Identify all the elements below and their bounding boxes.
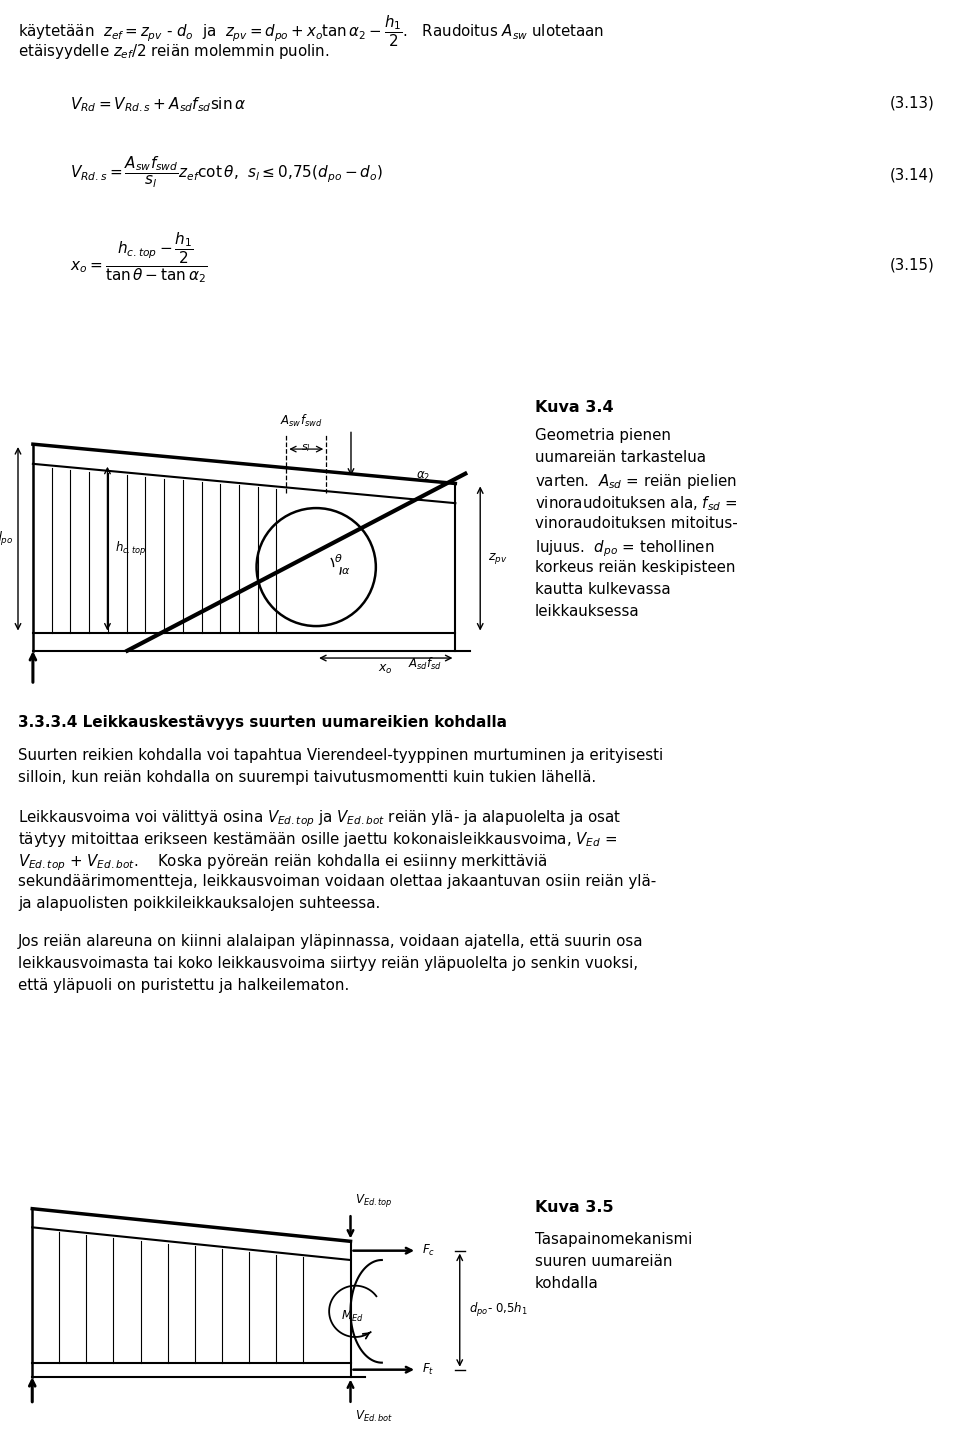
Text: $s_l$: $s_l$ — [301, 442, 311, 454]
Text: Tasapainomekanismi: Tasapainomekanismi — [535, 1232, 692, 1246]
Text: $V_{Ed.top}$: $V_{Ed.top}$ — [355, 1192, 393, 1209]
Text: vinoraudoituksen mitoitus-: vinoraudoituksen mitoitus- — [535, 516, 737, 531]
Text: että yläpuoli on puristettu ja halkeilematon.: että yläpuoli on puristettu ja halkeilem… — [18, 977, 349, 993]
Text: $A_{sw}f_{swd}$: $A_{sw}f_{swd}$ — [280, 414, 323, 429]
Text: leikkausvoimasta tai koko leikkausvoima siirtyy reiän yläpuolelta jo senkin vuok: leikkausvoimasta tai koko leikkausvoima … — [18, 956, 638, 972]
Text: varten.  $A_{sd}$ = reiän pielien: varten. $A_{sd}$ = reiän pielien — [535, 471, 737, 492]
Text: $z_{pv}$: $z_{pv}$ — [488, 551, 507, 565]
Text: 3.3.3.4 Leikkauskestävyys suurten uumareikien kohdalla: 3.3.3.4 Leikkauskestävyys suurten uumare… — [18, 714, 507, 730]
Text: suuren uumareiän: suuren uumareiän — [535, 1254, 673, 1270]
Text: vinoraudoituksen ala, $f_{sd}$ =: vinoraudoituksen ala, $f_{sd}$ = — [535, 495, 737, 513]
Text: $F_c$: $F_c$ — [421, 1244, 435, 1258]
Text: $V_{Ed.top}$ + $V_{Ed.bot}$.    Koska pyöreän reiän kohdalla ei esiinny merkittä: $V_{Ed.top}$ + $V_{Ed.bot}$. Koska pyöre… — [18, 852, 547, 872]
Text: kohdalla: kohdalla — [535, 1275, 599, 1291]
Text: leikkauksessa: leikkauksessa — [535, 604, 639, 619]
Text: etäisyydelle $z_{ef}$/2 reiän molemmin puolin.: etäisyydelle $z_{ef}$/2 reiän molemmin p… — [18, 42, 329, 61]
Text: $x_o$: $x_o$ — [378, 662, 393, 677]
Text: Kuva 3.5: Kuva 3.5 — [535, 1200, 613, 1215]
Text: $V_{Ed.bot}$: $V_{Ed.bot}$ — [355, 1410, 394, 1424]
Text: $\alpha_2$: $\alpha_2$ — [416, 470, 430, 483]
Text: $\theta$: $\theta$ — [333, 552, 342, 564]
Text: ja alapuolisten poikkileikkauksalojen suhteessa.: ja alapuolisten poikkileikkauksalojen su… — [18, 897, 380, 911]
Text: lujuus.  $d_{po}$ = tehollinen: lujuus. $d_{po}$ = tehollinen — [535, 538, 714, 558]
Text: $d_{po}$: $d_{po}$ — [0, 529, 13, 548]
Text: (3.13): (3.13) — [890, 95, 935, 110]
Text: kautta kulkevassa: kautta kulkevassa — [535, 581, 671, 597]
Text: käytetään  $z_{ef} = z_{pv}$ - $d_o$  ja  $z_{pv} = d_{po} + x_o\tan\alpha_2 - \: käytetään $z_{ef} = z_{pv}$ - $d_o$ ja $… — [18, 14, 604, 49]
Text: $h_{c.top}$: $h_{c.top}$ — [115, 539, 146, 558]
Text: $F_t$: $F_t$ — [421, 1362, 434, 1377]
Text: (3.15): (3.15) — [890, 257, 935, 273]
Text: (3.14): (3.14) — [890, 168, 935, 184]
Text: Leikkausvoima voi välittyä osina $V_{Ed.top}$ ja $V_{Ed.bot}$ reiän ylä- ja alap: Leikkausvoima voi välittyä osina $V_{Ed.… — [18, 808, 621, 829]
Text: $M_{Ed}$: $M_{Ed}$ — [341, 1309, 364, 1323]
Text: Kuva 3.4: Kuva 3.4 — [535, 401, 613, 415]
Text: korkeus reiän keskipisteen: korkeus reiän keskipisteen — [535, 560, 735, 576]
Text: silloin, kun reiän kohdalla on suurempi taivutusmomentti kuin tukien lähellä.: silloin, kun reiän kohdalla on suurempi … — [18, 771, 596, 785]
Text: Geometria pienen: Geometria pienen — [535, 428, 671, 442]
Text: $\alpha$: $\alpha$ — [341, 567, 350, 577]
Text: uumareiän tarkastelua: uumareiän tarkastelua — [535, 450, 706, 466]
Text: $V_{Rd.s} = \dfrac{A_{sw}f_{swd}}{s_l} z_{ef} \cot\theta$,  $s_l \leq 0{,}75(d_{: $V_{Rd.s} = \dfrac{A_{sw}f_{swd}}{s_l} z… — [70, 155, 383, 191]
Text: täytyy mitoittaa erikseen kestämään osille jaettu kokonaisleikkausvoima, $V_{Ed}: täytyy mitoittaa erikseen kestämään osil… — [18, 830, 617, 849]
Text: Suurten reikien kohdalla voi tapahtua Vierendeel-tyyppinen murtuminen ja erityis: Suurten reikien kohdalla voi tapahtua Vi… — [18, 748, 663, 763]
Text: Jos reiän alareuna on kiinni alalaipan yläpinnassa, voidaan ajatella, että suuri: Jos reiän alareuna on kiinni alalaipan y… — [18, 934, 643, 949]
Text: $x_o = \dfrac{h_{c.top} - \dfrac{h_1}{2}}{\tan\theta - \tan\alpha_2}$: $x_o = \dfrac{h_{c.top} - \dfrac{h_1}{2}… — [70, 230, 207, 285]
Text: $A_{sd}f_{sd}$: $A_{sd}f_{sd}$ — [408, 655, 443, 672]
Text: $d_{po}$- 0,5$h_1$: $d_{po}$- 0,5$h_1$ — [469, 1301, 528, 1319]
Text: $V_{Rd} = V_{Rd.s} + A_{sd}f_{sd} \sin\alpha$: $V_{Rd} = V_{Rd.s} + A_{sd}f_{sd} \sin\a… — [70, 95, 246, 114]
Text: sekundäärimomentteja, leikkausvoiman voidaan olettaa jakaantuvan osiin reiän ylä: sekundäärimomentteja, leikkausvoiman voi… — [18, 873, 657, 889]
